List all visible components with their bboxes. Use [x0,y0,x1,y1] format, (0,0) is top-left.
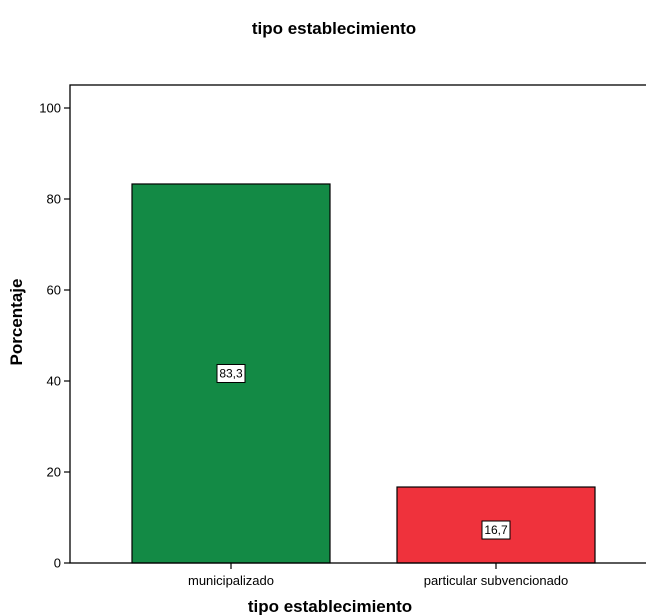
data-label: 83,3 [219,366,243,380]
y-tick-label: 40 [47,374,61,389]
x-tick-label: particular subvencionado [424,573,569,588]
y-axis-label: Porcentaje [7,279,26,366]
y-tick-label: 20 [47,465,61,480]
y-tick-label: 80 [47,192,61,207]
bars-group: 83,3 16,7 [131,183,596,564]
y-axis: 0 20 40 60 80 100 [39,101,70,571]
y-tick-label: 0 [54,556,61,571]
x-tick-label: municipalizado [188,573,274,588]
data-label-box [481,520,511,540]
y-tick-label: 100 [39,101,61,116]
chart-title: tipo establecimiento [252,19,416,38]
x-axis-label: tipo establecimiento [248,597,412,615]
data-label: 16,7 [484,523,508,537]
data-label-box [216,363,246,383]
y-tick-label: 60 [47,283,61,298]
plot-area [69,84,646,564]
x-axis: municipalizado particular subvencionado [188,563,568,588]
